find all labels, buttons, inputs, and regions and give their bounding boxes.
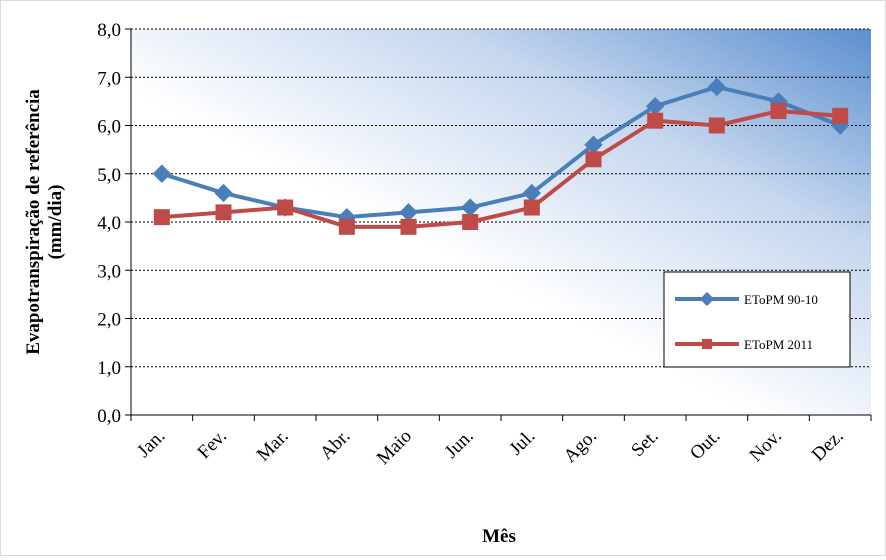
- axes: [125, 28, 872, 421]
- data-series: [152, 77, 850, 235]
- data-point: [277, 199, 294, 216]
- legend-marker-1: [699, 291, 715, 307]
- data-point: [153, 209, 170, 226]
- data-point: [462, 214, 479, 230]
- data-point: [460, 198, 480, 217]
- legend: EToPM 90-10 EToPM 2011: [663, 271, 851, 368]
- x-tick-label: Out.: [686, 426, 724, 464]
- data-point: [399, 203, 418, 222]
- data-point: [338, 218, 355, 235]
- y-tick-label: 2,0: [97, 310, 121, 331]
- y-tick-label: 4,0: [97, 213, 121, 234]
- data-point: [770, 103, 787, 120]
- x-tick-label: Set.: [627, 426, 662, 461]
- data-point: [215, 204, 232, 221]
- x-tick-label: Dez.: [808, 426, 848, 466]
- x-tick-label: Jun.: [441, 426, 478, 463]
- x-axis-title: Mês: [482, 526, 516, 547]
- y-tick-labels: 0,0 1,0 2,0 3,0 4,0 5,0 6,0 7,0 8,0: [97, 20, 121, 427]
- data-point: [832, 107, 849, 124]
- y-tick-label: 0,0: [97, 406, 121, 427]
- data-point: [522, 183, 542, 203]
- y-axis-title-line2: (mm/dia): [45, 185, 66, 260]
- data-point: [645, 97, 665, 116]
- data-point: [647, 112, 664, 129]
- x-tick-label: Jul.: [505, 426, 539, 460]
- x-tick-label: Jan.: [133, 426, 169, 462]
- y-tick-label: 8,0: [97, 20, 121, 41]
- x-tick-label: Nov.: [746, 426, 786, 466]
- x-tick-label: Abr.: [316, 426, 354, 464]
- y-tick-label: 7,0: [97, 68, 121, 89]
- data-point: [523, 199, 540, 216]
- series-line: [161, 84, 841, 220]
- legend-marker-2: [702, 339, 712, 349]
- data-point: [707, 77, 727, 97]
- data-point: [152, 164, 172, 183]
- x-tick-labels: Jan. Fev. Mar. Abr. Maio Jun. Jul. Ago. Set. Out.…: [133, 426, 847, 469]
- series-2: [153, 103, 849, 235]
- data-point: [584, 135, 603, 154]
- legend-box: [663, 271, 851, 368]
- x-tick-label: Maio: [373, 426, 416, 469]
- y-tick-label: 6,0: [97, 117, 121, 138]
- x-tick-label: Mar.: [253, 426, 293, 466]
- data-point: [400, 218, 417, 235]
- data-point: [708, 117, 725, 134]
- data-point: [214, 183, 233, 203]
- x-tick-label: Fev.: [194, 426, 231, 463]
- data-point: [585, 151, 602, 168]
- legend-label-2: EToPM 2011: [744, 337, 813, 352]
- y-tick-label: 5,0: [97, 165, 121, 186]
- y-axis-title-line1: Evapotranspiração de referência: [23, 89, 44, 355]
- series-line: [161, 109, 841, 229]
- y-tick-label: 1,0: [97, 358, 121, 379]
- legend-label-1: EToPM 90-10: [744, 292, 818, 307]
- x-tick-label: Ago.: [560, 426, 601, 467]
- y-tick-label: 3,0: [97, 261, 121, 282]
